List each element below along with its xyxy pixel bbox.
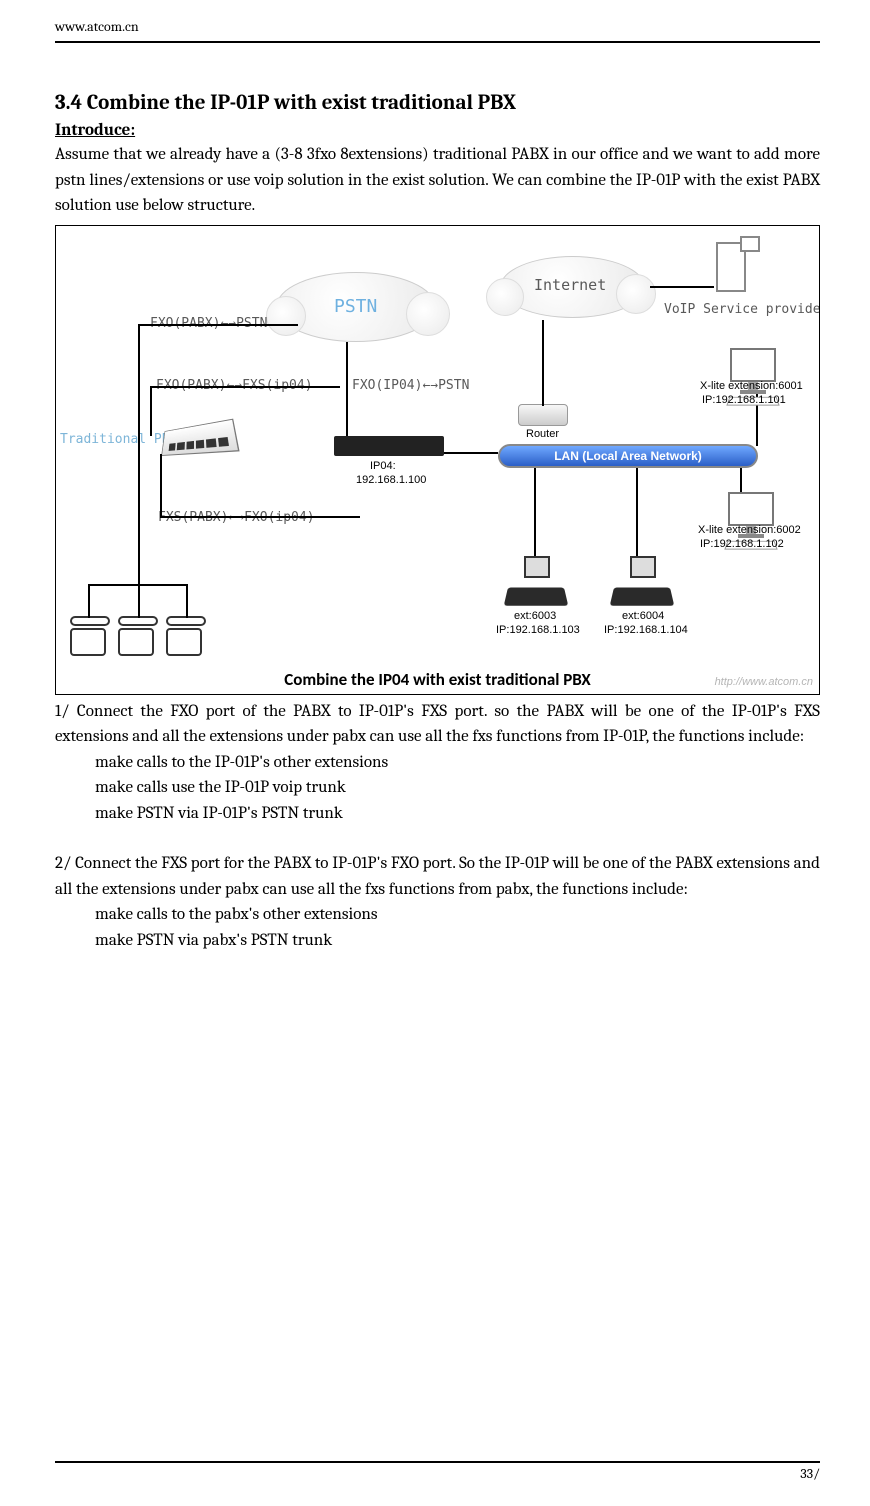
header-divider xyxy=(55,41,820,43)
trad-pabx-label: Traditional PBX xyxy=(60,432,177,447)
voip-server-icon xyxy=(708,236,754,296)
header-url: www.atcom.cn xyxy=(55,18,139,35)
page-number: 33/ xyxy=(55,1465,820,1482)
voip-provider-label: VoIP Service provider xyxy=(664,302,820,317)
analog-phone-icon xyxy=(70,616,110,656)
ip04-device-icon xyxy=(334,436,444,456)
ext4-ip: IP:192.168.1.104 xyxy=(604,624,688,636)
paragraph-1: 1/ Connect the FXO port of the PABX to I… xyxy=(55,699,820,750)
intro-paragraph: Assume that we already have a (3-8 3fxo … xyxy=(55,142,820,219)
conn-fxo-ip04-pstn: FXO(IP04)←→PSTN xyxy=(352,378,469,393)
router-icon xyxy=(518,404,568,426)
internet-label: Internet xyxy=(534,276,606,294)
analog-phone-icon xyxy=(118,616,158,656)
xlite1-ip: IP:192.168.1.101 xyxy=(702,394,786,406)
ext4-label: ext:6004 xyxy=(622,610,664,622)
diagram-caption: Combine the IP04 with exist traditional … xyxy=(56,669,819,690)
p1-bullet-3: make PSTN via IP-01P's PSTN trunk xyxy=(55,801,820,827)
intro-label: Introduce: xyxy=(55,121,820,140)
pabx-icon xyxy=(161,418,239,455)
ip-phone-icon xyxy=(506,556,566,606)
ip-phone-icon xyxy=(612,556,672,606)
diagram-watermark: http://www.atcom.cn xyxy=(715,676,813,688)
xlite2-label: X-lite extension:6002 xyxy=(698,524,801,536)
lan-bar: LAN (Local Area Network) xyxy=(498,444,758,468)
xlite1-label: X-lite extension:6001 xyxy=(700,380,803,392)
ext3-label: ext:6003 xyxy=(514,610,556,622)
p1-bullet-2: make calls use the IP-01P voip trunk xyxy=(55,775,820,801)
ip04-ip: 192.168.1.100 xyxy=(356,474,426,486)
xlite2-ip: IP:192.168.1.102 xyxy=(700,538,784,550)
pstn-label: PSTN xyxy=(334,296,377,317)
router-label: Router xyxy=(526,428,559,440)
p1-bullet-1: make calls to the IP-01P's other extensi… xyxy=(55,750,820,776)
footer-divider xyxy=(55,1461,820,1463)
p2-bullet-2: make PSTN via pabx's PSTN trunk xyxy=(55,928,820,954)
analog-phone-icon xyxy=(166,616,206,656)
network-diagram: PSTN Internet VoIP Service provider FXO(… xyxy=(55,225,820,695)
ext3-ip: IP:192.168.1.103 xyxy=(496,624,580,636)
paragraph-2: 2/ Connect the FXS port for the PABX to … xyxy=(55,851,820,902)
section-heading: 3.4 Combine the IP-01P with exist tradit… xyxy=(55,91,820,115)
p2-bullet-1: make calls to the pabx's other extension… xyxy=(55,902,820,928)
ip04-name: IP04: xyxy=(370,460,396,472)
